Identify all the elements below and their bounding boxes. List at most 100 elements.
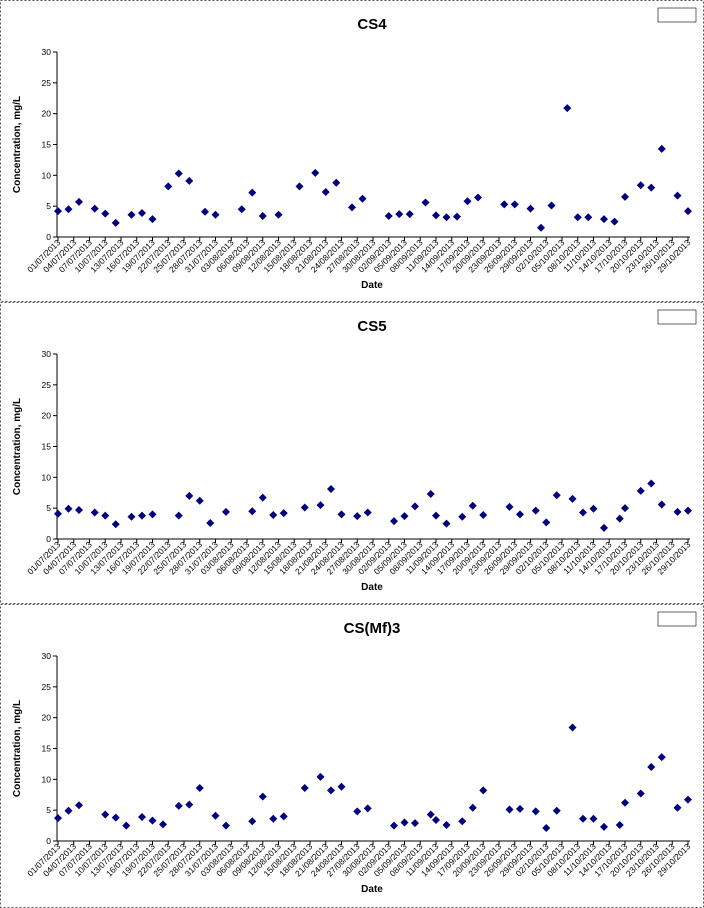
data-point [400, 512, 409, 521]
data-point [684, 506, 692, 515]
data-point [442, 820, 451, 829]
data-point [390, 821, 398, 830]
data-point [201, 207, 209, 216]
data-point [673, 803, 682, 812]
y-axis-label: Concentration, mg/L [12, 96, 23, 193]
data-point [432, 511, 440, 520]
data-point [589, 814, 598, 823]
y-axis-label: Concentration, mg/L [12, 398, 23, 495]
data-point [526, 204, 535, 213]
legend-box [657, 309, 697, 325]
data-point [647, 763, 656, 771]
data-point [127, 210, 136, 219]
data-point [64, 205, 73, 214]
data-point [621, 192, 629, 201]
data-point [327, 786, 335, 795]
data-point [636, 181, 645, 190]
data-point [426, 489, 435, 498]
data-point [159, 820, 167, 829]
y-tick-label: 10 [42, 472, 52, 482]
data-point [195, 783, 204, 792]
data-point [206, 518, 215, 527]
data-point [332, 178, 341, 187]
data-point [411, 502, 419, 511]
data-point [579, 814, 587, 823]
data-point [101, 511, 110, 520]
data-point [405, 210, 414, 219]
data-point [400, 818, 409, 827]
data-point [468, 501, 477, 510]
data-point [432, 211, 440, 220]
y-tick-label: 30 [42, 47, 52, 57]
y-tick-label: 25 [42, 682, 52, 692]
data-point [211, 811, 220, 820]
data-point [636, 486, 645, 495]
data-point [584, 213, 593, 222]
y-tick-label: 25 [42, 78, 52, 88]
data-point [237, 205, 246, 214]
data-point [458, 817, 467, 826]
data-point [337, 510, 346, 519]
data-point [138, 812, 146, 821]
data-point [442, 519, 451, 528]
data-point [295, 182, 304, 191]
data-point [505, 502, 514, 511]
data-point [248, 507, 257, 516]
y-tick-label: 30 [42, 651, 52, 661]
y-tick-label: 30 [42, 349, 52, 359]
data-point [647, 479, 656, 488]
data-point [321, 187, 330, 196]
data-point [90, 204, 99, 213]
data-point [300, 783, 309, 792]
data-point [174, 801, 183, 810]
data-point [442, 213, 451, 222]
data-point [684, 795, 692, 804]
data-point [54, 814, 62, 823]
data-point [222, 507, 230, 516]
y-tick-label: 5 [46, 201, 51, 211]
data-point [138, 208, 146, 217]
data-point [547, 201, 556, 210]
data-point [474, 193, 482, 202]
data-point [111, 520, 120, 529]
data-point [600, 215, 608, 224]
data-point [316, 501, 325, 510]
data-point [174, 169, 183, 178]
data-point [348, 203, 356, 212]
data-point [479, 510, 488, 519]
data-point [122, 821, 131, 830]
data-point [563, 104, 572, 113]
data-point [316, 772, 325, 781]
y-tick-label: 15 [42, 442, 52, 452]
data-point [353, 512, 362, 521]
data-point [185, 491, 194, 500]
data-point [621, 504, 629, 513]
data-point [258, 493, 267, 502]
data-point [421, 198, 430, 207]
legend-box [657, 611, 697, 627]
data-point [463, 197, 472, 206]
data-point [657, 144, 666, 153]
chart-panel: CS405101520253001/07/201304/07/201307/07… [0, 0, 704, 302]
data-point [174, 511, 183, 520]
y-tick-label: 20 [42, 713, 52, 723]
data-point [327, 485, 335, 494]
data-point [127, 512, 136, 521]
y-tick-label: 0 [46, 232, 51, 242]
x-axis-label: Date [361, 280, 383, 291]
data-point [552, 491, 561, 500]
data-point [258, 792, 267, 801]
chart-panel: CS(Mf)305101520253001/07/201304/07/20130… [0, 604, 704, 908]
data-point [211, 210, 220, 219]
data-point [111, 813, 120, 822]
data-point [657, 500, 666, 509]
data-point [185, 176, 194, 185]
y-tick-label: 20 [42, 109, 52, 119]
data-point [300, 503, 309, 512]
data-point [600, 822, 608, 831]
y-axis-label: Concentration, mg/L [12, 700, 23, 797]
data-point [432, 816, 440, 825]
data-point [101, 810, 110, 819]
data-point [531, 506, 540, 515]
data-point [552, 806, 561, 815]
